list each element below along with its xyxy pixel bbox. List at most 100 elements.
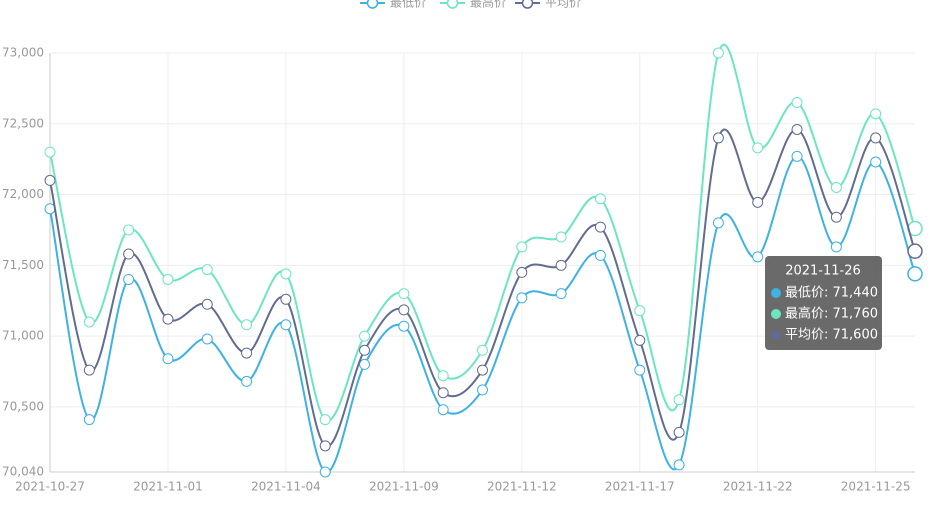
data-point xyxy=(516,241,528,253)
data-point xyxy=(830,181,842,193)
data-point xyxy=(280,293,292,305)
tooltip-item: 最高价: 71,760 xyxy=(785,306,878,322)
data-point xyxy=(359,330,371,342)
data-point xyxy=(241,347,253,359)
y-tick-label: 71,500 xyxy=(2,258,44,272)
y-tick-label: 70,500 xyxy=(2,399,44,413)
data-point xyxy=(123,224,135,236)
legend-marker xyxy=(366,0,379,9)
data-point xyxy=(673,426,685,438)
data-point xyxy=(594,193,606,205)
data-point xyxy=(712,132,724,144)
data-point xyxy=(398,288,410,300)
x-tick-label: 2021-11-22 xyxy=(723,480,793,494)
data-point xyxy=(359,358,371,370)
data-point xyxy=(437,370,449,382)
data-point xyxy=(791,97,803,109)
data-point xyxy=(201,298,213,310)
data-point xyxy=(752,142,764,154)
data-point xyxy=(752,251,764,263)
data-point xyxy=(398,304,410,316)
y-tick-label: 72,500 xyxy=(2,116,44,130)
tooltip-title: 2021-11-26 xyxy=(785,264,861,279)
data-point xyxy=(280,319,292,331)
data-point xyxy=(830,241,842,253)
data-point xyxy=(398,320,410,332)
data-point xyxy=(280,268,292,280)
x-tick-label: 2021-11-17 xyxy=(605,480,675,494)
data-point xyxy=(123,273,135,285)
x-tick-label: 2021-11-01 xyxy=(133,480,203,494)
y-tick-label: 70,040 xyxy=(2,465,44,479)
data-point xyxy=(634,305,646,317)
series-line xyxy=(49,155,916,474)
legend-label: 平均价 xyxy=(545,0,581,10)
data-point xyxy=(477,344,488,356)
data-point xyxy=(162,353,174,365)
tooltip-item: 平均价: 71,600 xyxy=(785,328,878,343)
legend-label: 最低价 xyxy=(390,0,426,10)
data-point xyxy=(83,316,95,328)
data-point xyxy=(516,292,528,304)
series-line xyxy=(49,128,916,448)
data-point xyxy=(516,266,528,278)
legend-marker xyxy=(521,0,534,9)
tooltip-item: 最低价: 71,440 xyxy=(785,286,878,301)
x-tick-label: 2021-11-12 xyxy=(487,480,557,494)
data-point xyxy=(437,387,449,399)
data-point xyxy=(870,156,882,168)
data-point xyxy=(673,459,685,471)
data-point xyxy=(594,221,606,233)
data-point xyxy=(712,217,724,229)
tooltip: 2021-11-26 最低价: 71,440 最高价: 71,760 平均价: 71,… xyxy=(765,256,882,350)
data-point xyxy=(830,211,842,223)
data-point xyxy=(319,466,331,478)
tooltip-dot xyxy=(771,309,781,319)
x-tick-label: 2021-11-25 xyxy=(841,480,911,494)
data-point xyxy=(83,364,95,376)
legend-marker xyxy=(446,0,459,9)
data-point xyxy=(907,243,923,259)
data-point xyxy=(907,266,923,282)
data-point xyxy=(870,108,882,120)
legend-item: 最低价 xyxy=(360,0,426,10)
data-point xyxy=(359,344,371,356)
data-point xyxy=(634,334,646,346)
data-point xyxy=(241,319,253,331)
data-point xyxy=(673,394,685,406)
data-point xyxy=(791,123,803,135)
data-point xyxy=(477,364,488,376)
data-point xyxy=(791,150,803,162)
data-point xyxy=(634,364,646,376)
data-point xyxy=(477,384,488,396)
data-point xyxy=(44,174,56,186)
x-tick-label: 2021-10-27 xyxy=(15,480,85,494)
data-point xyxy=(437,404,449,416)
data-point xyxy=(123,248,135,260)
data-point xyxy=(83,414,95,426)
data-point xyxy=(201,333,213,345)
data-point xyxy=(162,313,174,325)
series-line xyxy=(49,43,916,422)
data-point xyxy=(319,414,331,426)
tooltip-dot xyxy=(771,330,781,340)
legend-item: 最高价 xyxy=(440,0,506,10)
y-tick-label: 72,000 xyxy=(2,187,44,201)
data-point xyxy=(44,146,56,158)
legend-item: 平均价 xyxy=(515,0,581,10)
data-point xyxy=(712,47,724,59)
data-point xyxy=(594,249,606,261)
data-point xyxy=(162,273,174,285)
data-point xyxy=(870,132,882,144)
y-tick-label: 73,000 xyxy=(2,46,44,60)
x-tick-label: 2021-11-09 xyxy=(369,480,439,494)
data-point xyxy=(555,259,567,271)
data-point xyxy=(241,375,253,387)
data-point xyxy=(752,196,764,208)
tooltip-dot xyxy=(771,288,781,298)
tooltip-box xyxy=(765,256,882,350)
y-tick-label: 71,000 xyxy=(2,329,44,343)
x-tick-label: 2021-11-04 xyxy=(251,480,321,494)
data-point xyxy=(201,264,213,276)
